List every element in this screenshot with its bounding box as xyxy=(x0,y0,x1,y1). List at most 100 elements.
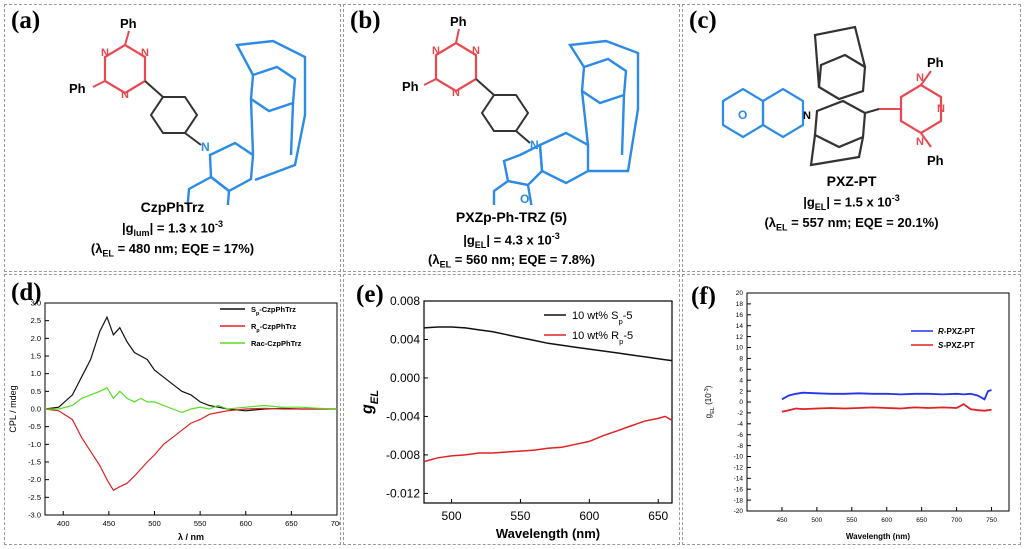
compound-name-b: PXZp-Ph-TRZ (5) xyxy=(455,209,568,225)
y-tick-label: -0.012 xyxy=(386,486,420,500)
panel-a: (a) Ph Ph N N N N CzpPhTrz |glum| = 1.3 … xyxy=(4,4,341,272)
x-tick-label: 600 xyxy=(579,509,599,523)
panel-f-label: (f) xyxy=(691,283,716,310)
x-tick-label: 700 xyxy=(951,517,962,524)
g-value-a: |glum| = 1.3 x 10-3 xyxy=(121,219,224,238)
legend-label: R-PXZ-PT xyxy=(938,327,975,336)
x-axis-title: λ / nm xyxy=(178,532,204,542)
legend-label: Sp-CzpPhTrz xyxy=(251,305,296,317)
legend-label: 10 wt% Sp-5 xyxy=(572,310,633,326)
x-tick-label: 650 xyxy=(916,517,927,524)
n-label: N xyxy=(101,47,109,59)
legend-label: 10 wt% Rp-5 xyxy=(572,330,633,346)
y-tick-label: -2.0 xyxy=(28,475,41,484)
panel-a-label: (a) xyxy=(11,7,41,34)
series-line-Rac-CzpPhTrz xyxy=(45,387,338,414)
x-tick-label: 450 xyxy=(103,519,116,528)
x-axis-title: Wavelength (nm) xyxy=(496,526,600,541)
x-tick-label: 500 xyxy=(148,519,161,528)
panel-b-label: (b) xyxy=(350,7,381,34)
plot-frame xyxy=(746,292,1010,512)
x-tick-label: 500 xyxy=(811,517,822,524)
n-label: N xyxy=(530,138,539,152)
legend-label: S-PXZ-PT xyxy=(938,341,975,350)
y-tick-label: 0 xyxy=(739,399,743,406)
panel-e: (e) 500 550 600 650 -0.012 -0.008 -0.004 0.000 0… xyxy=(343,274,680,545)
ph-label: Ph xyxy=(69,81,86,96)
ph-label: Ph xyxy=(927,55,944,70)
y-tick-label: 2 xyxy=(739,388,743,395)
y-tick-label: 0.008 xyxy=(390,294,420,308)
y-tick-label: -18 xyxy=(734,497,744,504)
g-value-b: |gEL| = 4.3 x 10-3 xyxy=(463,231,560,250)
y-tick-label: -2.5 xyxy=(28,493,41,502)
y-axis-title: CPL / mdeg xyxy=(8,385,18,432)
y-tick-label: -1.0 xyxy=(28,440,41,449)
y-axis-title: gEL (10-3) xyxy=(704,385,716,418)
pxzp-ph-trz-structure: Ph Ph N N N N O xyxy=(402,14,640,205)
x-tick-label: 550 xyxy=(510,509,530,523)
n-label: N xyxy=(432,45,440,57)
y-tick-label: 20 xyxy=(736,290,744,297)
x-tick-label: 600 xyxy=(881,517,892,524)
y-tick-label: 0.000 xyxy=(390,371,420,385)
y-tick-label: 0.5 xyxy=(31,387,41,396)
y-tick-label: 8 xyxy=(739,356,743,363)
plot-frame xyxy=(423,300,673,504)
legend-label: Rac-CzpPhTrz xyxy=(251,339,302,348)
x-tick-label: 600 xyxy=(239,519,252,528)
x-tick-label: 450 xyxy=(777,517,788,524)
cpl-chart: 400 450 500 550 600 650 700 -3.0 -2.5 -2.0 -1.5 -1.… xyxy=(8,299,340,543)
series-line-10 wt% Rp-5 xyxy=(423,415,673,463)
y-axis-title: gEL xyxy=(359,390,381,415)
y-tick-label: 4 xyxy=(739,377,743,384)
g-value-c: |gEL| = 1.5 x 10-3 xyxy=(803,193,900,212)
y-tick-label: -3.0 xyxy=(28,511,41,520)
y-tick-label: 1.5 xyxy=(31,352,41,361)
ph-label: Ph xyxy=(402,79,419,94)
y-tick-label: 0.0 xyxy=(31,405,41,414)
panel-e-label: (e) xyxy=(356,281,384,308)
ph-label: Ph xyxy=(927,153,944,168)
y-tick-label: 3.0 xyxy=(31,299,41,308)
gel-chart-e: 500 550 600 650 -0.012 -0.008 -0.004 0.000 0.004… xyxy=(359,294,673,541)
lambda-eqe-b: (λEL = 560 nm; EQE = 7.8%) xyxy=(428,252,595,270)
x-tick-label: 750 xyxy=(986,517,997,524)
n-label: N xyxy=(803,110,811,122)
panel-d-label: (d) xyxy=(11,279,42,306)
y-tick-label: 0.004 xyxy=(390,332,420,346)
series-line-Sp-CzpPhTrz xyxy=(44,315,337,412)
y-tick-label: -12 xyxy=(734,465,744,472)
y-tick-label: -14 xyxy=(734,475,744,482)
x-tick-label: 700 xyxy=(331,519,340,528)
y-tick-label: -1.5 xyxy=(28,458,41,467)
x-axis-title: Wavelength (nm) xyxy=(846,532,910,541)
y-tick-label: 18 xyxy=(736,301,744,308)
y-tick-label: 2.0 xyxy=(31,334,41,343)
y-tick-label: -0.008 xyxy=(386,448,420,462)
lambda-eqe-c: (λEL = 557 nm; EQE = 20.1%) xyxy=(764,215,939,233)
y-tick-label: -2 xyxy=(737,410,743,417)
x-tick-label: 550 xyxy=(846,517,857,524)
series-line-Rp-CzpPhTrz xyxy=(44,407,337,492)
czpphtrz-structure: Ph Ph N N N N xyxy=(69,16,307,205)
y-tick-label: 1.0 xyxy=(31,369,41,378)
y-tick-label: -6 xyxy=(737,432,743,439)
pxz-pt-structure: O N N N N Ph Ph xyxy=(721,25,945,168)
series-line-S-PXZ-PT xyxy=(781,403,992,413)
compound-name-c: PXZ-PT xyxy=(826,173,877,189)
ph-label: Ph xyxy=(120,16,137,31)
y-tick-label: 6 xyxy=(739,366,743,373)
x-tick-label: 500 xyxy=(442,509,462,523)
n-label: N xyxy=(472,45,480,57)
y-tick-label: -10 xyxy=(734,454,744,461)
panel-c: (c) O N N N N Ph Ph PXZ-PT |gEL| = 1.5 x… xyxy=(682,4,1021,272)
n-label: N xyxy=(121,89,129,101)
n-label: N xyxy=(201,140,210,154)
o-label: O xyxy=(738,108,747,122)
n-label: N xyxy=(916,136,924,148)
gel-chart-f: 450 500 550 600 650 700 750-20-18-16-14-12-10-… xyxy=(704,290,1010,541)
y-tick-label: -4 xyxy=(737,421,743,428)
y-tick-label: 2.5 xyxy=(31,316,41,325)
y-tick-label: 10 xyxy=(736,345,744,352)
